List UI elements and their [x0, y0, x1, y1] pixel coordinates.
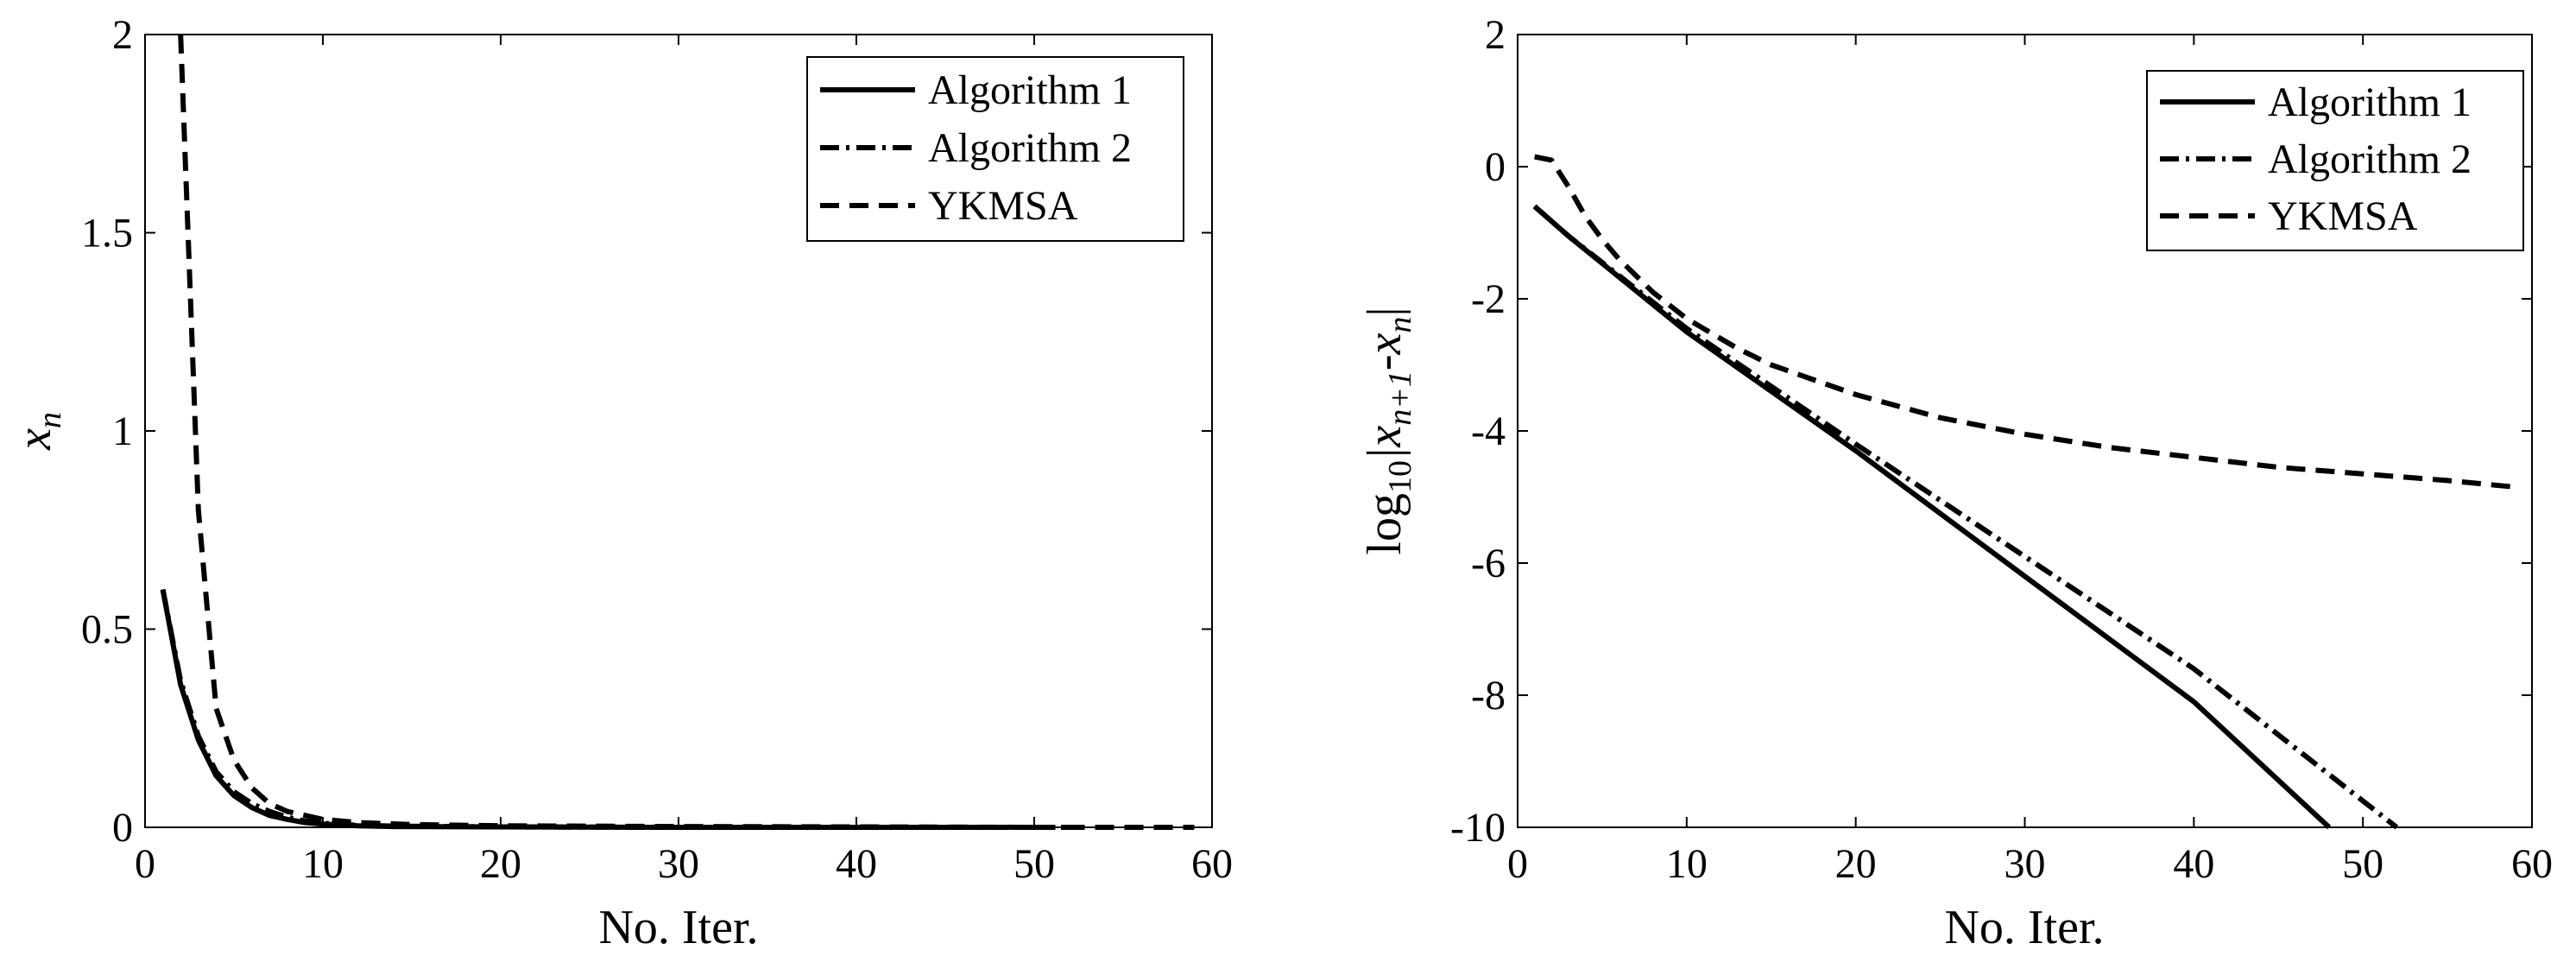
x-tick-label: 60 — [1191, 841, 1233, 887]
legend-right: Algorithm 1 Algorithm 2 YKMSA — [2146, 70, 2524, 251]
x-tick-label: 0 — [1507, 841, 1528, 887]
legend-left: Algorithm 1 Algorithm 2 YKMSA — [806, 56, 1184, 242]
x-axis-label-left: No. Iter. — [598, 901, 758, 954]
x-tick-label: 20 — [1835, 841, 1877, 887]
x-tick-label: 50 — [1013, 841, 1055, 887]
x-tick-label: 50 — [2342, 841, 2383, 887]
x-tick-label: 0 — [135, 841, 155, 887]
x-tick-label: 40 — [2173, 841, 2214, 887]
legend-label-ykmsa: YKMSA — [2268, 193, 2418, 239]
legend-label-ykmsa: YKMSA — [928, 183, 1078, 229]
x-tick-label: 30 — [658, 841, 699, 887]
y-tick-label: 0 — [112, 805, 133, 851]
y-tick-label: -4 — [1471, 408, 1506, 454]
y-tick-label: -8 — [1471, 673, 1506, 719]
x-tick-label: 10 — [1666, 841, 1708, 887]
chart-right: 0 10 20 30 40 50 60 -10 -8 -6 -4 -2 0 2 No. Iter. lo… — [1358, 12, 2553, 954]
series-line-ykmsa — [1534, 154, 2516, 490]
legend-label-algorithm-2: Algorithm 2 — [928, 125, 1132, 171]
y-axis-label-right: log10|xn+1-xn| — [1358, 307, 1418, 554]
y-tick-label: 1 — [112, 408, 133, 454]
y-tick-label: 2 — [112, 12, 133, 58]
series-line-ykmsa — [178, 34, 1195, 830]
y-tick-label: -10 — [1450, 805, 1506, 851]
y-tick-label: 2 — [1485, 12, 1506, 58]
x-tick-label: 30 — [2005, 841, 2046, 887]
y-axis-label-left: xn — [8, 412, 68, 451]
legend-label-algorithm-2: Algorithm 2 — [2268, 136, 2472, 182]
series-line-algorithm-2 — [1532, 204, 2399, 830]
series-line-algorithm-1 — [1532, 204, 2332, 830]
y-tick-label: 0 — [1485, 144, 1506, 190]
x-tick-label: 60 — [2511, 841, 2553, 887]
legend-label-algorithm-1: Algorithm 1 — [928, 67, 1132, 113]
x-axis-label-right: No. Iter. — [1944, 901, 2104, 954]
x-tick-label: 40 — [836, 841, 877, 887]
legend-label-algorithm-1: Algorithm 1 — [2268, 79, 2472, 125]
y-tick-label: -6 — [1471, 541, 1506, 586]
series-line-algorithm-2 — [160, 589, 1070, 830]
y-tick-label: -2 — [1471, 276, 1506, 322]
y-tick-label: 1.5 — [81, 211, 133, 256]
x-tick-label: 20 — [480, 841, 521, 887]
series-line-algorithm-1 — [160, 589, 999, 830]
y-tick-label: 0.5 — [81, 607, 133, 653]
x-tick-label: 10 — [302, 841, 344, 887]
chart-left: 0 10 20 30 40 50 60 0 0.5 1 1.5 2 No. Iter. xn Alg… — [8, 12, 1233, 954]
